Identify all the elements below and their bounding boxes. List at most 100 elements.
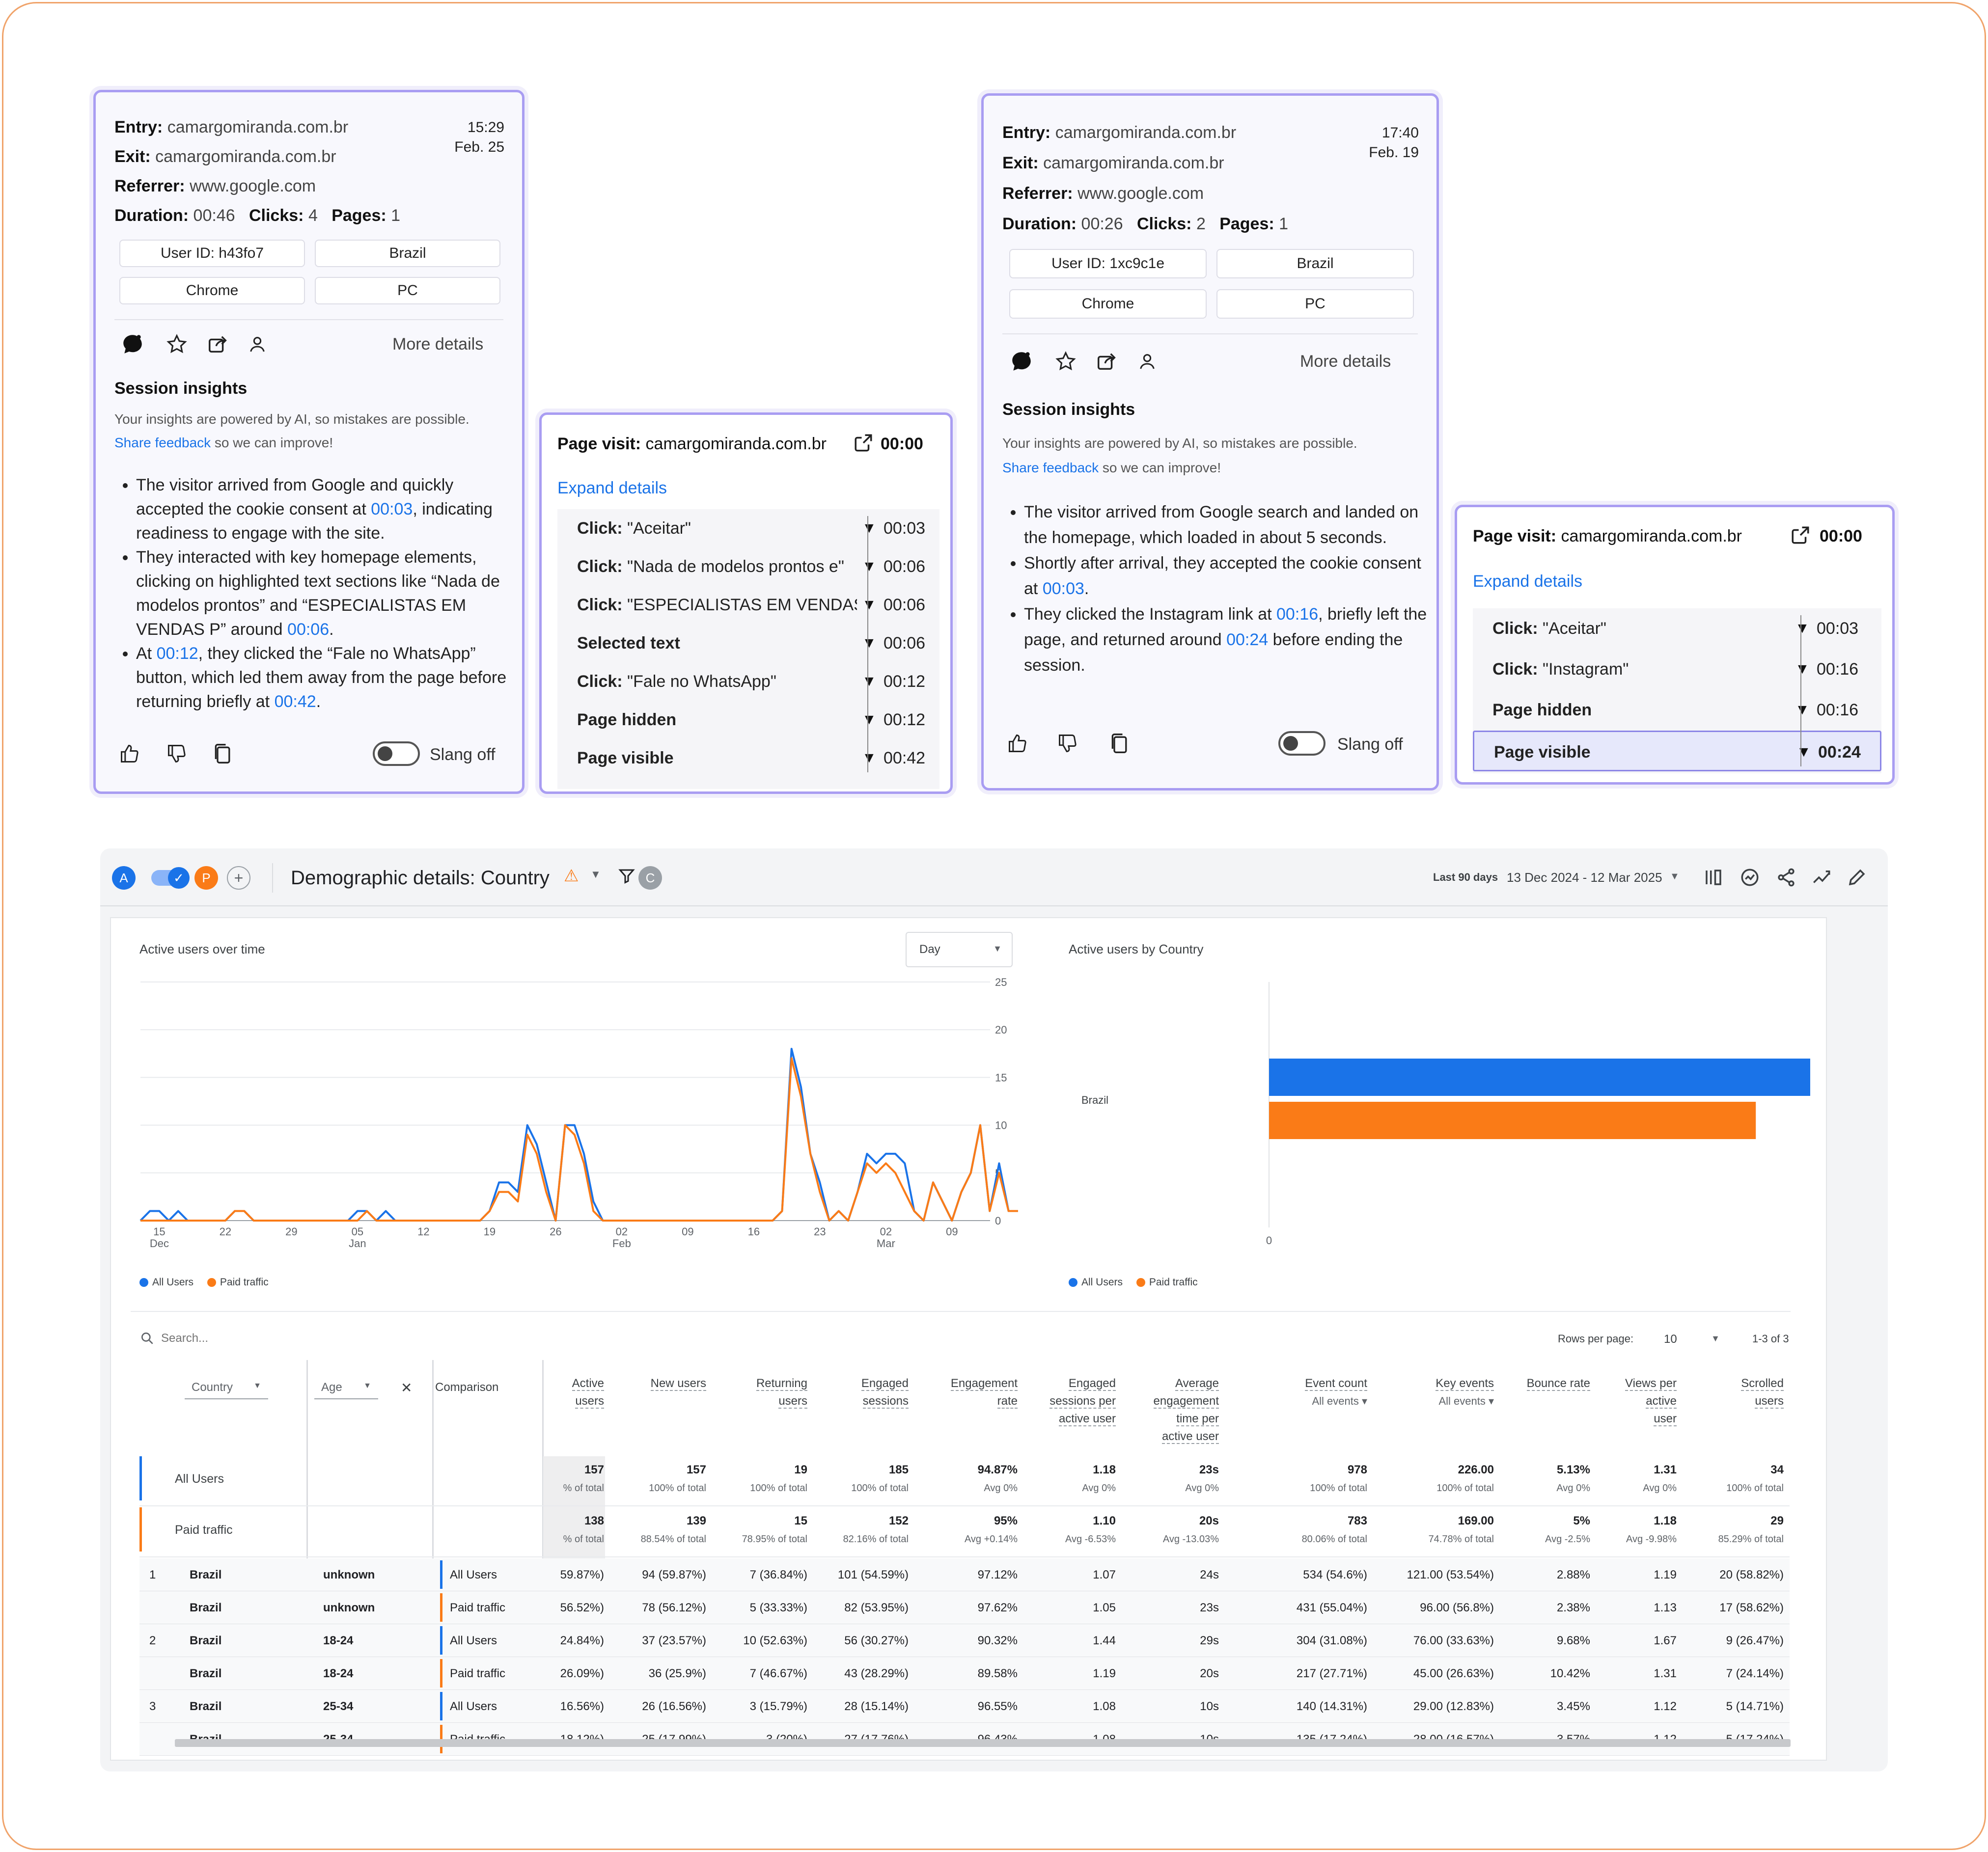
add-comparison-icon[interactable]: + [227,866,250,890]
user-icon[interactable] [1134,348,1160,375]
dimension-age-select[interactable]: Age ▼ [314,1378,378,1399]
share-feedback-link[interactable]: Share feedback [114,435,211,450]
table-row[interactable] [139,1657,1790,1689]
share-icon[interactable] [1776,867,1796,890]
copy-icon[interactable] [1106,730,1133,757]
share-icon[interactable] [1094,348,1120,375]
thumbs-up-icon[interactable] [1004,730,1031,757]
event-row[interactable]: Page hidden ▼ 00:12 [557,701,939,739]
slang-toggle[interactable] [373,741,420,766]
timestamp-link[interactable]: 00:03 [371,500,413,518]
copy-icon[interactable] [210,740,236,767]
segment-p-badge[interactable]: P [194,866,218,890]
column-header[interactable]: Bounce rate [1526,1377,1590,1391]
column-header[interactable]: New users [650,1377,706,1391]
page-visit-title: Page visit: camargomiranda.com.br [557,435,827,453]
timestamp-link[interactable]: 00:03 [1042,579,1084,598]
event-label: Click: "Nada de modelos prontos e" [577,557,844,576]
column-header[interactable]: Active users [572,1377,604,1409]
rows-per-page-select[interactable]: 10 ▼ [1659,1330,1723,1351]
totals-sub: % of total [563,1534,604,1545]
edit-icon[interactable] [1847,867,1867,890]
thumbs-up-icon[interactable] [116,740,143,767]
more-details-link[interactable]: More details [1300,352,1391,371]
table-search-input[interactable] [160,1329,455,1348]
event-row[interactable]: Page visible ▼ 00:24 [1473,731,1881,771]
event-row[interactable]: Page visible ▼ 00:42 [557,739,939,777]
ai-chat-icon[interactable] [1008,348,1035,375]
segment-marker [440,1626,442,1655]
device-chip: PC [315,277,500,304]
thumbs-down-icon[interactable] [164,740,190,767]
date-range[interactable]: 13 Dec 2024 - 12 Mar 2025 [1507,870,1662,885]
compare-view-icon[interactable] [1703,867,1724,890]
more-details-link[interactable]: More details [392,335,484,354]
column-header[interactable]: Returning users [756,1377,807,1409]
timestamp-link[interactable]: 00:06 [287,620,330,639]
slang-toggle[interactable] [1278,731,1325,756]
event-row[interactable]: Page hidden ▼ 00:16 [1473,690,1881,731]
open-external-icon[interactable] [1787,522,1814,548]
row-index: 3 [149,1700,156,1713]
granularity-select[interactable]: Day ▼ [906,932,1013,967]
column-header[interactable]: Average engagement time per active user [1153,1377,1219,1444]
table-row[interactable] [139,1624,1790,1657]
dimension-country-select[interactable]: Country ▼ [185,1378,268,1399]
timestamp-link[interactable]: 00:42 [274,692,316,711]
event-row[interactable]: Click: "Aceitar" ▼ 00:03 [1473,608,1881,649]
segment-c-badge[interactable]: C [638,866,662,890]
metric-cell: 1.19 [1654,1568,1677,1581]
star-icon[interactable] [1052,348,1079,375]
chevron-down-icon[interactable]: ▼ [590,868,601,880]
date-range-label: Last 90 days [1433,871,1498,883]
column-header[interactable]: Engaged sessions [861,1377,909,1409]
filter-icon[interactable] [618,866,635,888]
device-chip: PC [1216,289,1414,319]
table-row[interactable] [139,1690,1790,1722]
table-row[interactable] [139,1558,1790,1591]
event-time: 00:12 [884,672,926,691]
event-row[interactable]: Click: "Fale no WhatsApp" ▼ 00:12 [557,662,939,701]
thumbs-down-icon[interactable] [1054,730,1081,757]
chevron-down-icon: ▼ [1711,1334,1720,1343]
row-divider [139,1556,1790,1557]
share-feedback-link[interactable]: Share feedback [1002,460,1099,475]
user-icon[interactable] [244,331,271,357]
segment-a-badge[interactable]: A [112,866,136,890]
event-row[interactable]: Click: "Instagram" ▼ 00:16 [1473,649,1881,690]
ai-chat-icon[interactable] [119,331,146,357]
timestamp-link[interactable]: 00:12 [156,644,198,663]
column-header[interactable]: Key events All events ▾ [1376,1375,1494,1410]
column-header[interactable]: Scrolled users [1741,1377,1784,1409]
event-list: Click: "Aceitar" ▼ 00:03 Click: "Nada de mo… [557,509,939,789]
insights-icon[interactable] [1740,867,1760,890]
column-header[interactable]: Engagement rate [950,1377,1018,1409]
trend-icon[interactable] [1811,867,1832,890]
expand-details-link[interactable]: Expand details [557,479,667,497]
share-icon[interactable] [205,331,231,357]
event-row[interactable]: Selected text ▼ 00:06 [557,624,939,662]
timestamp-link[interactable]: 00:16 [1276,605,1319,624]
expand-details-link[interactable]: Expand details [1473,572,1583,591]
column-header[interactable]: Engaged sessions per active user [1049,1377,1116,1426]
series-line-paid-traffic [140,1057,1018,1222]
metric-cell: 217 (27.71%) [1296,1667,1367,1680]
remove-dimension-icon[interactable]: ✕ [401,1380,413,1395]
star-icon[interactable] [164,331,190,357]
event-row[interactable]: Click: "Aceitar" ▼ 00:03 [557,509,939,547]
warning-icon[interactable]: ⚠ [564,867,579,885]
horizontal-scrollbar[interactable] [175,1739,1791,1747]
date-range-chevron-icon[interactable]: ▼ [1670,871,1680,882]
open-external-icon[interactable] [850,430,877,456]
table-row[interactable] [139,1591,1790,1624]
event-row[interactable]: Click: "ESPECIALISTAS EM VENDAS... ▼ 00:06 [557,586,939,624]
row-divider [139,1755,1790,1756]
column-header[interactable]: Views per active user [1625,1377,1677,1426]
user-id-chip: User ID: 1xc9c1e [1009,249,1207,278]
report-title: Demographic details: Country [291,867,550,889]
timestamp-link[interactable]: 00:24 [1226,630,1269,649]
totals-value: 29 [1770,1514,1784,1527]
totals-sub: Avg -2.5% [1545,1534,1590,1545]
column-header[interactable]: Event count All events ▾ [1240,1375,1367,1410]
event-row[interactable]: Click: "Nada de modelos prontos e" ▼ 00:06 [557,547,939,586]
